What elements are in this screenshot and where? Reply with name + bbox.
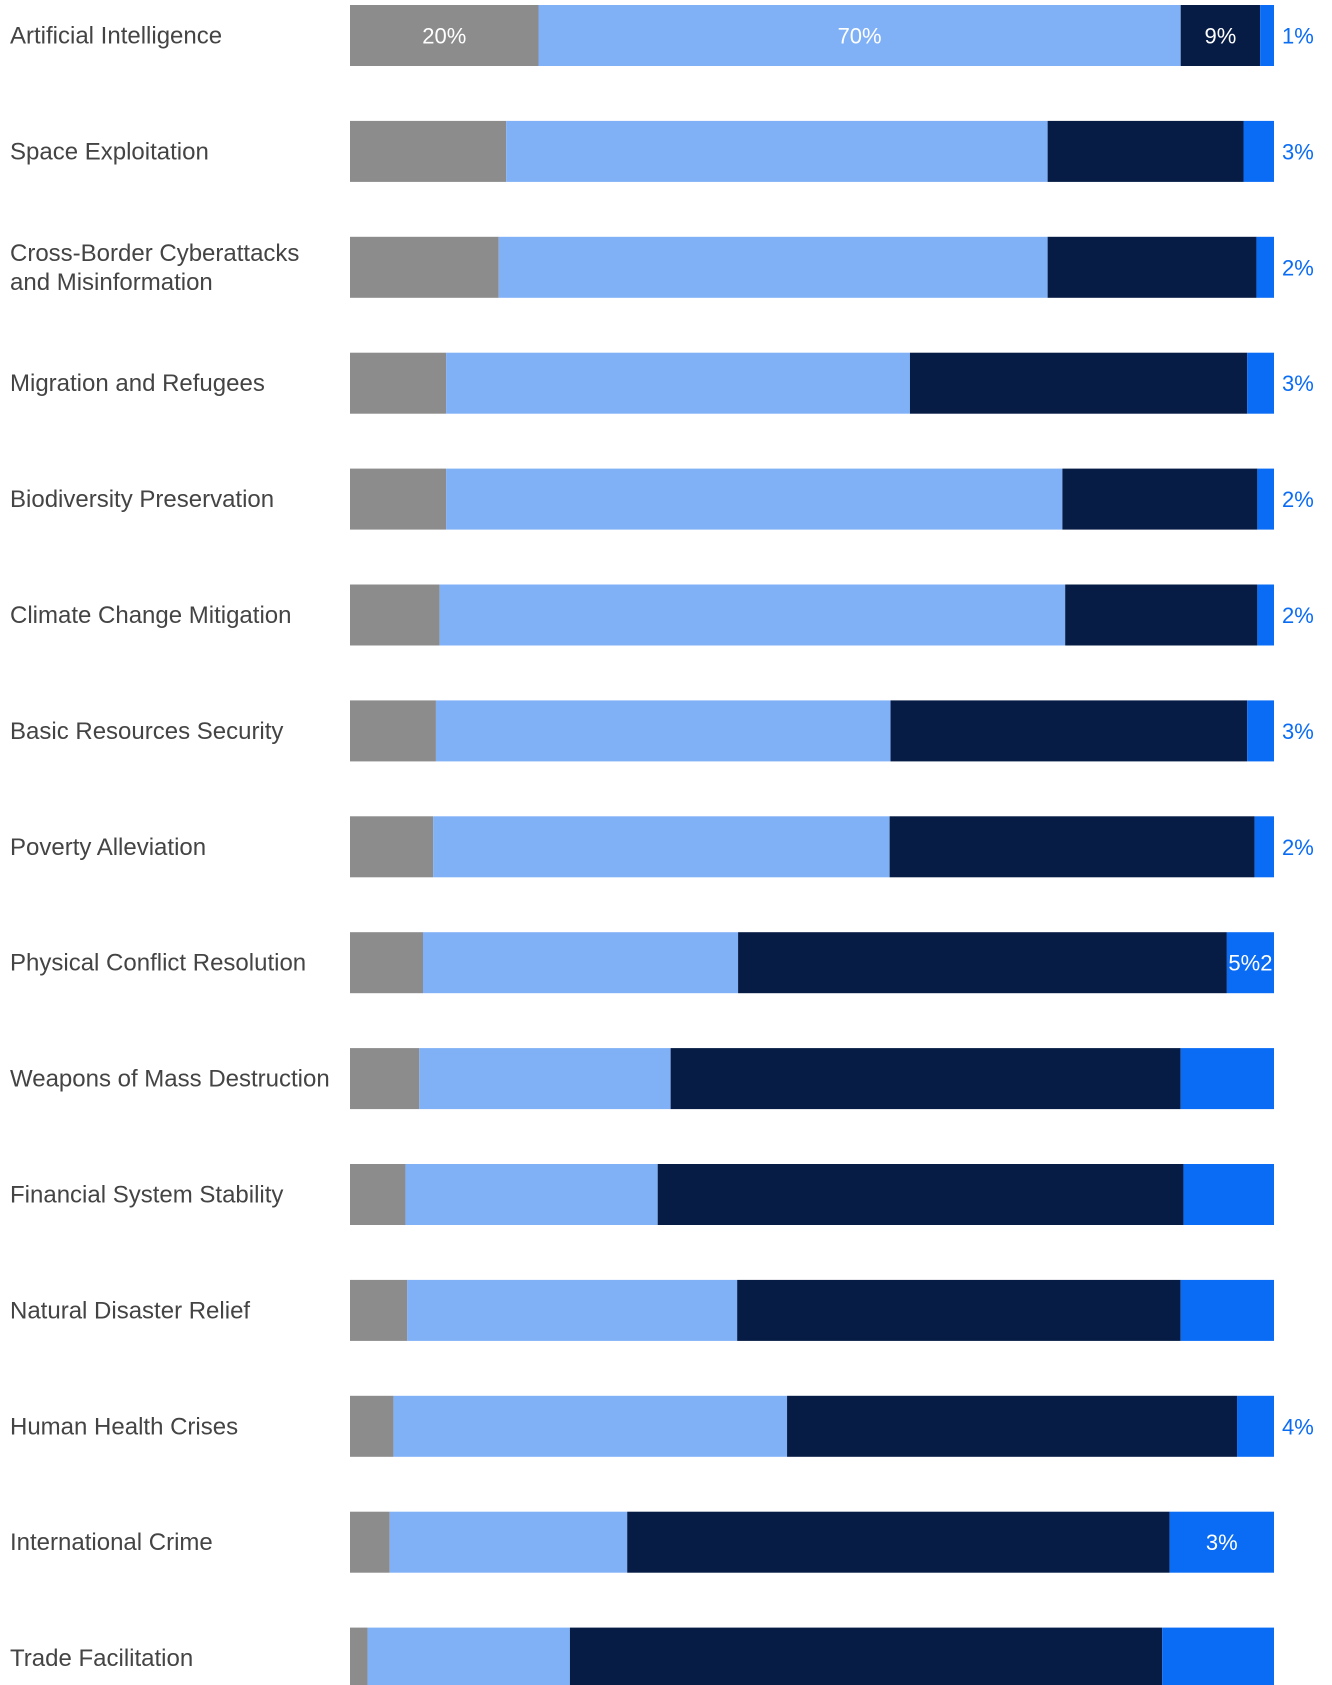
data-label: 9% (1205, 24, 1237, 49)
bar-segment (890, 700, 1248, 762)
category-label: Poverty Alleviation (10, 834, 206, 861)
bar-segment (538, 5, 1181, 66)
category-label: Basic Resources Security (10, 718, 283, 745)
bar-segment (350, 352, 447, 414)
bar-segment (787, 1395, 1238, 1457)
bar-segment (435, 700, 891, 762)
data-label: 3% (1282, 139, 1314, 164)
data-label: 5%2 (1228, 951, 1272, 976)
category-label: Space Exploitation (10, 138, 209, 165)
bar-segment (446, 468, 1063, 530)
data-label: 20% (422, 24, 466, 49)
bar-segment (350, 1279, 408, 1341)
bar-segment (1247, 352, 1274, 414)
bar-segment (1047, 120, 1244, 182)
bar-segment (1226, 932, 1274, 994)
bar-segment (670, 1048, 1181, 1110)
bar-segment (1169, 1511, 1274, 1573)
bar-segment (350, 1627, 368, 1685)
data-label: 3% (1206, 1530, 1238, 1555)
data-label: 4% (1282, 1414, 1314, 1439)
bar-segment (1247, 700, 1274, 762)
category-label: Physical Conflict Resolution (10, 950, 306, 977)
bar-segment (350, 932, 423, 994)
bar-segment (569, 1627, 1163, 1685)
bar-segment (1257, 584, 1274, 646)
bar-segment (627, 1511, 1170, 1573)
bar-segment (350, 1048, 420, 1110)
category-label: Cross-Border Cyberattacks and Misinformat… (10, 240, 299, 296)
bar-segment (498, 236, 1048, 298)
bar-segment (737, 1279, 1181, 1341)
bar-segment (350, 120, 507, 182)
bar-segment (1062, 468, 1258, 530)
bar-segment (350, 584, 440, 646)
category-label: Trade Facilitation (10, 1645, 193, 1672)
data-label: 2% (1282, 603, 1314, 628)
bar-segment (405, 1164, 658, 1225)
bar-segment (1180, 1048, 1274, 1110)
data-label: 3% (1282, 371, 1314, 396)
bar-segment (1065, 584, 1258, 646)
bar-segment (1256, 236, 1274, 298)
bar-segment (393, 1395, 788, 1457)
data-label: 1% (1282, 24, 1314, 49)
category-label: Biodiversity Preservation (10, 486, 274, 513)
bar-segment (350, 5, 539, 66)
bar-segment (889, 816, 1255, 878)
data-label: 2% (1282, 487, 1314, 512)
category-label: Weapons of Mass Destruction (10, 1066, 330, 1093)
category-label: Migration and Refugees (10, 370, 265, 397)
bar-segment (446, 352, 910, 414)
category-label: Natural Disaster Relief (10, 1297, 250, 1324)
category-label: Financial System Stability (10, 1182, 283, 1209)
data-label: 3% (1282, 719, 1314, 744)
bar-segment (367, 1627, 570, 1685)
data-label: 70% (838, 24, 882, 49)
bar-segment (350, 1511, 390, 1573)
bar-segment (1183, 1164, 1274, 1225)
bar-segment (1260, 5, 1274, 66)
category-label: Climate Change Mitigation (10, 602, 291, 629)
bar-segment (1254, 816, 1274, 878)
bar-segment (407, 1279, 738, 1341)
bar-segment (439, 584, 1066, 646)
bar-segment (350, 816, 434, 878)
bar-segment (1257, 468, 1274, 530)
bar-segment (422, 932, 739, 994)
bar-segment (350, 236, 499, 298)
category-label: International Crime (10, 1529, 213, 1556)
bar-segment (1243, 120, 1274, 182)
bar-segment (419, 1048, 671, 1110)
bar-segment (350, 700, 436, 762)
bar-segment (506, 120, 1048, 182)
bar-segment (350, 1395, 394, 1457)
data-label: 2% (1282, 835, 1314, 860)
bar-segment (350, 468, 447, 530)
bar-segment (389, 1511, 628, 1573)
bar-segment (909, 352, 1248, 414)
category-label: Human Health Crises (10, 1413, 238, 1440)
bar-segment (1047, 236, 1257, 298)
bar-segment (1162, 1627, 1274, 1685)
bar-segment (1180, 5, 1261, 66)
bar-segment (1180, 1279, 1274, 1341)
bar-segment (350, 1164, 406, 1225)
category-label: Artificial Intelligence (10, 23, 222, 50)
data-label: 2% (1282, 255, 1314, 280)
bar-segment (1237, 1395, 1274, 1457)
bar-segment (657, 1164, 1184, 1225)
bar-segment (433, 816, 890, 878)
bar-segment (738, 932, 1227, 994)
